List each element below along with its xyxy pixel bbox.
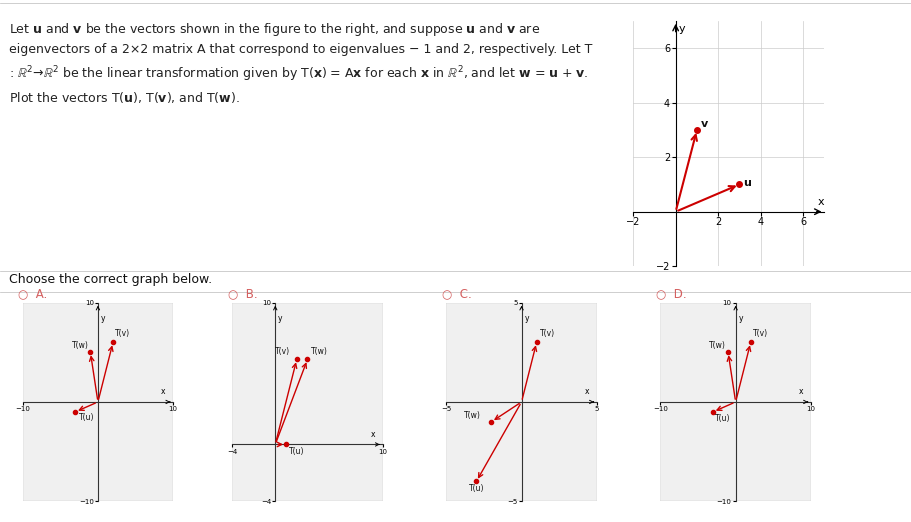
Text: T(w): T(w): [710, 341, 726, 350]
Text: T(w): T(w): [311, 347, 328, 356]
Text: ○  A.: ○ A.: [18, 287, 47, 300]
Text: y: y: [525, 314, 529, 323]
Text: T(v): T(v): [539, 329, 555, 338]
Text: $\mathbf{u}$: $\mathbf{u}$: [742, 178, 752, 188]
Text: $\mathbf{v}$: $\mathbf{v}$: [700, 119, 709, 129]
Text: ○  D.: ○ D.: [656, 287, 687, 300]
Text: x: x: [799, 387, 804, 396]
Text: y: y: [679, 24, 685, 34]
Text: T(v): T(v): [752, 329, 768, 338]
Text: Choose the correct graph below.: Choose the correct graph below.: [9, 273, 212, 286]
Text: y: y: [278, 314, 282, 323]
Text: T(w): T(w): [465, 411, 481, 420]
Text: x: x: [371, 430, 375, 438]
Text: ○  B.: ○ B.: [228, 287, 258, 300]
Text: T(u): T(u): [469, 484, 485, 493]
Text: y: y: [739, 314, 743, 323]
Text: x: x: [818, 197, 824, 207]
Text: Let $\mathbf{u}$ and $\mathbf{v}$ be the vectors shown in the figure to the righ: Let $\mathbf{u}$ and $\mathbf{v}$ be the…: [9, 21, 592, 105]
Text: T(u): T(u): [715, 414, 731, 423]
Text: x: x: [161, 387, 166, 396]
Text: y: y: [101, 314, 106, 323]
Text: T(v): T(v): [115, 329, 130, 338]
Text: x: x: [585, 387, 589, 396]
Text: T(w): T(w): [72, 341, 88, 350]
Text: T(u): T(u): [289, 447, 304, 456]
Text: ○  C.: ○ C.: [442, 287, 472, 300]
Text: T(v): T(v): [275, 347, 291, 356]
Text: T(u): T(u): [79, 413, 95, 422]
